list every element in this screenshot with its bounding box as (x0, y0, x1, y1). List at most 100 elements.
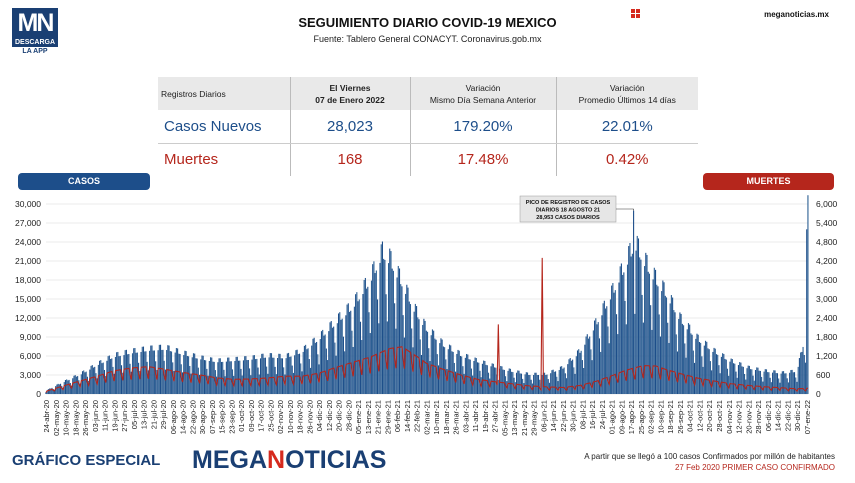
casos-bar (408, 301, 410, 394)
casos-bar (550, 373, 552, 394)
casos-bar (350, 310, 352, 394)
casos-bar (667, 322, 669, 394)
casos-bar (572, 359, 574, 394)
casos-bar (225, 361, 227, 394)
casos-bar (230, 361, 232, 394)
y-left-tick-label: 0 (36, 389, 41, 399)
casos-bar (720, 356, 722, 394)
casos-bar (394, 303, 396, 394)
casos-bar (66, 379, 68, 394)
casos-bar (791, 369, 793, 394)
casos-bar (62, 387, 64, 394)
casos-bar (494, 367, 496, 394)
x-axis-labels: 24-abr-20 02-may-20 10-may-20 18-may-20 26-m… (42, 400, 812, 436)
casos-bar (336, 323, 338, 394)
casos-bar (795, 377, 797, 394)
casos-bar (602, 303, 604, 394)
casos-bar (802, 346, 804, 394)
site-link[interactable]: meganoticias.mx (764, 10, 829, 19)
casos-bar (316, 341, 318, 394)
casos-bar (533, 375, 535, 394)
casos-bar (263, 357, 265, 394)
x-tick-label: 03-abr-21 (461, 400, 470, 433)
casos-bar (124, 350, 126, 394)
casos-bar (656, 284, 658, 394)
casos-bar (118, 356, 120, 394)
x-tick-label: 01-ago-21 (608, 400, 617, 434)
casos-bar (583, 368, 585, 394)
row-var-week: 179.20% (410, 110, 557, 144)
casos-bar (330, 321, 332, 394)
casos-bar (718, 365, 720, 394)
x-tick-label: 18-mar-21 (442, 400, 451, 435)
casos-bar (642, 322, 644, 394)
casos-bar (74, 375, 76, 394)
casos-bar (597, 322, 599, 394)
casos-bar (63, 382, 65, 394)
casos-bar (509, 368, 512, 394)
casos-bar (704, 340, 707, 394)
casos-bar (101, 363, 103, 394)
casos-bar (100, 360, 102, 394)
grid-icon (631, 9, 641, 19)
casos-bar (423, 318, 425, 394)
x-tick-label: 18-nov-20 (296, 400, 305, 434)
casos-bar (390, 251, 392, 394)
casos-bar (801, 351, 803, 394)
casos-bar (414, 303, 416, 394)
casos-bar (536, 375, 538, 394)
y-left-tick-label: 21,000 (15, 256, 41, 266)
casos-bar (331, 327, 333, 394)
casos-bar (797, 366, 799, 394)
casos-bar (717, 354, 719, 394)
x-tick-label: 27-abr-21 (491, 400, 500, 433)
casos-bar (153, 350, 155, 394)
casos-bar (255, 359, 257, 394)
header-registros: Registros Diarios (158, 77, 291, 110)
casos-bar (608, 343, 610, 394)
casos-bar (778, 378, 780, 394)
casos-bar (57, 383, 59, 394)
casos-bar (715, 354, 718, 394)
casos-bar (803, 354, 805, 394)
footer-special-label: GRÁFICO ESPECIAL (12, 452, 161, 469)
casos-bar (251, 359, 253, 394)
casos-bar (798, 358, 800, 394)
casos-bar (492, 363, 494, 394)
y-left-tick-label: 15,000 (15, 294, 41, 304)
casos-bar (613, 292, 615, 394)
casos-bar (670, 295, 672, 394)
casos-bar (302, 351, 304, 394)
casos-bar (690, 333, 692, 394)
x-tick-label: 24-jul-21 (598, 400, 607, 429)
casos-bar (385, 294, 387, 394)
casos-bar (345, 315, 347, 394)
casos-bar (702, 366, 704, 394)
x-tick-label: 26-nov-20 (305, 400, 314, 434)
casos-bar (77, 376, 79, 394)
casos-bar (765, 369, 768, 394)
casos-bar (502, 369, 504, 394)
casos-bar (558, 370, 560, 394)
casos-bar (64, 380, 66, 394)
row-label: Muertes (158, 143, 291, 176)
casos-bar (713, 347, 715, 394)
row-var-week: 17.48% (410, 143, 557, 176)
casos-bar (624, 300, 626, 394)
casos-bar (501, 366, 503, 394)
casos-bar (108, 355, 110, 394)
casos-bar (654, 269, 657, 394)
casos-bar (711, 370, 713, 394)
casos-bar (800, 352, 802, 394)
casos-bar (520, 373, 522, 394)
casos-bar (125, 349, 127, 394)
casos-bar (69, 383, 71, 394)
casos-bar (548, 382, 551, 394)
casos-bars (45, 195, 809, 395)
casos-bar (134, 347, 136, 394)
casos-bar (107, 356, 109, 394)
casos-bar (611, 285, 613, 394)
app-logo[interactable]: MN DESCARGA LA APP (12, 8, 58, 56)
casos-bar (342, 336, 344, 394)
casos-bar (91, 365, 93, 394)
